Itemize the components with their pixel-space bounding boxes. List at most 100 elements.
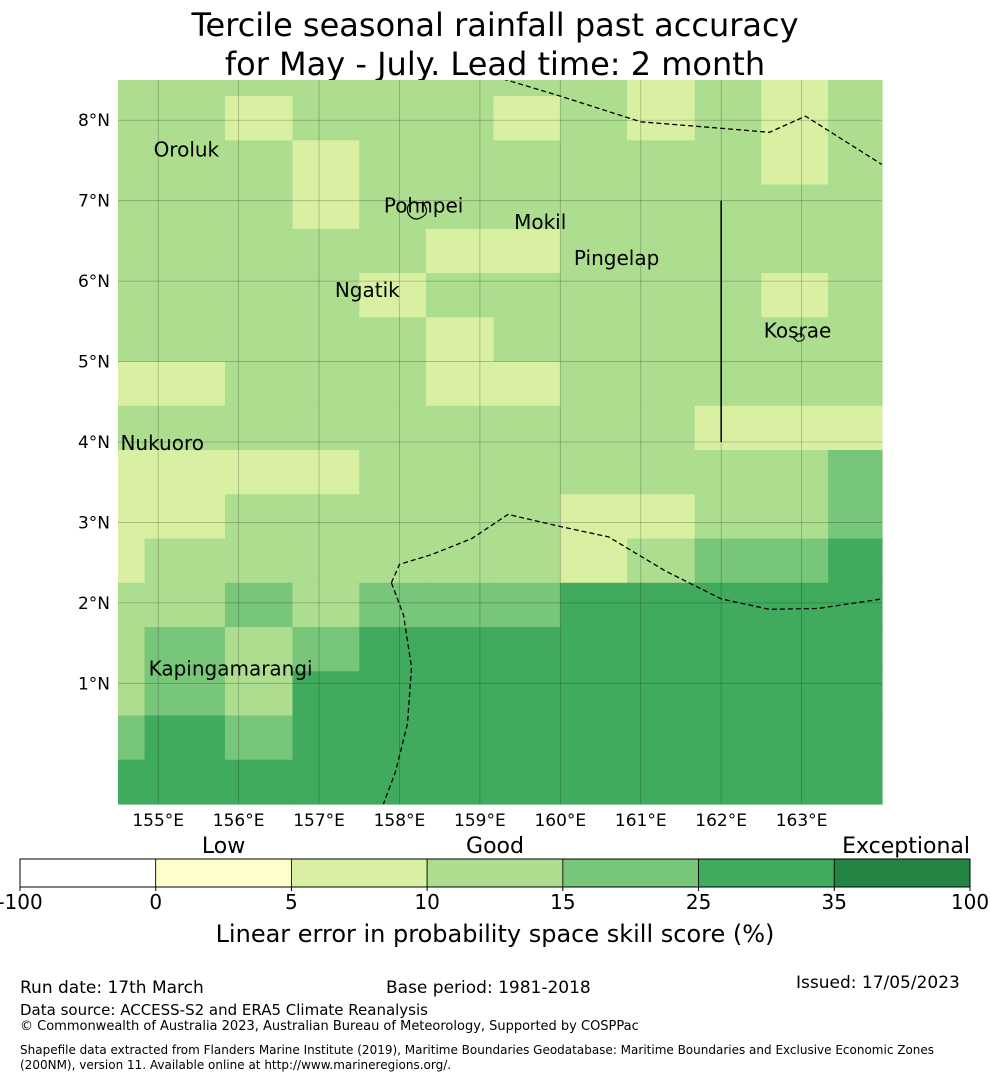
- skill-cell: [560, 228, 628, 274]
- skill-cell: [144, 140, 226, 186]
- skill-cell: [761, 80, 829, 97]
- skill-cell: [560, 538, 628, 584]
- eez-boundary-line: [504, 80, 882, 166]
- skill-cell: [359, 317, 427, 363]
- skill-cell: [292, 405, 360, 451]
- skill-cell: [292, 96, 360, 141]
- colorbar-tick-label: 10: [414, 890, 439, 914]
- colorbar-tick-label: 35: [822, 890, 847, 914]
- colorbar-tick-label: 25: [686, 890, 711, 914]
- skill-cell: [426, 273, 495, 318]
- skill-cell: [292, 273, 360, 318]
- colorbar-tick-label: 15: [550, 890, 575, 914]
- skill-cell: [292, 80, 360, 97]
- skill-cell: [292, 715, 360, 761]
- skill-cell: [118, 494, 146, 540]
- skill-cell: [560, 361, 628, 407]
- skill-cell: [761, 759, 829, 805]
- skill-cell: [359, 494, 427, 540]
- skill-cell: [828, 361, 883, 407]
- skill-cell: [560, 273, 628, 318]
- lat-tick-label: 5°N: [78, 353, 110, 373]
- place-label: Pohnpei: [384, 194, 464, 218]
- skill-cell: [359, 228, 427, 274]
- skill-cell: [761, 582, 829, 628]
- skill-cell: [224, 228, 294, 274]
- skill-cell: [560, 450, 628, 495]
- skill-cell: [627, 671, 696, 717]
- colorbar-frame: [19, 858, 971, 888]
- lat-tick-label: 4°N: [78, 433, 110, 453]
- skill-cell: [493, 759, 561, 805]
- skill-cell: [224, 538, 294, 584]
- skill-cell: [144, 228, 226, 274]
- skill-cell: [144, 317, 226, 363]
- skill-cell: [493, 80, 561, 97]
- skill-cell: [118, 627, 146, 672]
- lon-tick-label: 158°E: [374, 811, 426, 831]
- skill-cell: [426, 140, 495, 186]
- skill-cell: [292, 140, 360, 186]
- skill-cell: [828, 228, 883, 274]
- skill-cell: [118, 273, 146, 318]
- skill-cell: [144, 494, 226, 540]
- skill-cell: [118, 80, 146, 97]
- skill-cell: [828, 671, 883, 717]
- skill-cell: [694, 96, 762, 141]
- skill-cell: [828, 450, 883, 495]
- colorbar-category-label: Exceptional: [842, 834, 970, 859]
- skill-cell: [144, 582, 226, 628]
- skill-cell: [118, 538, 146, 584]
- skill-cell: [118, 759, 146, 805]
- skill-cell: [761, 273, 829, 318]
- skill-cell: [761, 450, 829, 495]
- skill-cell: [761, 184, 829, 230]
- skill-cell: [761, 228, 829, 274]
- skill-cell: [694, 273, 762, 318]
- skill-cell: [359, 140, 427, 186]
- lon-tick-label: 156°E: [213, 811, 265, 831]
- skill-cell: [144, 538, 226, 584]
- skill-cell: [761, 96, 829, 141]
- kosrae-outline: [793, 333, 805, 342]
- lat-tick-label: 1°N: [78, 674, 110, 694]
- skill-cell: [828, 273, 883, 318]
- place-label: Ngatik: [335, 278, 400, 302]
- skill-cell: [828, 405, 883, 451]
- skill-cell: [118, 715, 146, 761]
- skill-cell: [426, 228, 495, 274]
- skill-cell: [694, 140, 762, 186]
- colorbar: -100 0 5 10 15 25 35 100 Low Good Exceptional Linea…: [0, 834, 989, 948]
- skill-cell: [292, 184, 360, 230]
- colorbar-category-label: Low: [202, 834, 245, 859]
- skill-cell: [118, 317, 146, 363]
- eez-boundary-line: [382, 582, 413, 804]
- skill-cell: [118, 405, 146, 451]
- skill-cell: [761, 140, 829, 186]
- skill-cell: [560, 759, 628, 805]
- pohnpei-outline: [406, 201, 428, 220]
- skill-cell: [761, 494, 829, 540]
- skill-cell: [828, 317, 883, 363]
- skill-cell: [118, 228, 146, 274]
- colorbar-title: Linear error in probability space skill …: [216, 920, 775, 948]
- skill-cell: [118, 140, 146, 186]
- skill-cell: [118, 582, 146, 628]
- skill-cell: [560, 671, 628, 717]
- skill-cell: [493, 140, 561, 186]
- place-label: Oroluk: [154, 137, 220, 161]
- skill-cell: [627, 80, 696, 97]
- skill-cell: [560, 96, 628, 141]
- skill-cell: [224, 450, 294, 495]
- lon-tick-label: 159°E: [454, 811, 506, 831]
- skill-cell: [694, 228, 762, 274]
- skill-grid: [118, 80, 883, 805]
- skill-cell: [224, 671, 294, 717]
- skill-cell: [694, 494, 762, 540]
- skill-cell: [627, 140, 696, 186]
- skill-cell: [224, 361, 294, 407]
- skill-cell: [560, 140, 628, 186]
- skill-cell: [224, 140, 294, 186]
- skill-cell: [224, 80, 294, 97]
- skill-cell: [694, 317, 762, 363]
